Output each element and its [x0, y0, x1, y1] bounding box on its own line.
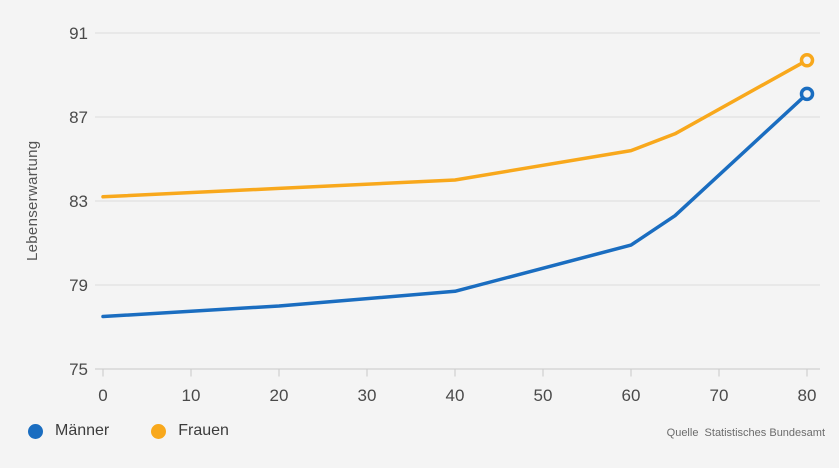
- x-tick-label: 0: [98, 386, 107, 405]
- x-tick-label: 10: [182, 386, 201, 405]
- y-tick-label: 87: [69, 108, 88, 127]
- series-line-frauen: [101, 58, 809, 199]
- legend: Männer Frauen: [28, 422, 229, 440]
- end-marker-maenner: [799, 86, 815, 102]
- y-tick-label: 83: [69, 192, 88, 211]
- legend-label-maenner: Männer: [55, 422, 110, 439]
- y-tick-label: 75: [69, 360, 88, 379]
- x-tick-label: 80: [798, 386, 817, 405]
- source-note: Quelle Statistisches Bundesamt: [666, 427, 825, 439]
- y-axis-title: Lebenserwartung: [24, 140, 41, 262]
- end-marker-frauen: [799, 53, 815, 68]
- series-line-maenner: [101, 92, 809, 319]
- x-tick-label: 60: [622, 386, 641, 405]
- x-tick-label: 50: [534, 386, 553, 405]
- x-tick-label: 40: [446, 386, 465, 405]
- legend-item-maenner[interactable]: Männer: [28, 422, 109, 440]
- legend-item-frauen[interactable]: Frauen: [151, 422, 229, 440]
- x-tick-label: 30: [358, 386, 377, 405]
- x-tick-label: 70: [710, 386, 729, 405]
- maenner-series-dot-icon: [28, 423, 43, 439]
- y-tick-label: 91: [69, 24, 88, 43]
- y-tick-label: 79: [69, 276, 88, 295]
- x-tick-label: 20: [270, 386, 289, 405]
- legend-label-frauen: Frauen: [178, 422, 229, 439]
- frauen-series-dot-icon: [151, 423, 167, 439]
